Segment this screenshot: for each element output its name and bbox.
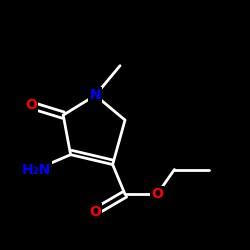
Text: O: O	[90, 204, 101, 218]
Text: O: O	[25, 98, 37, 112]
Text: N: N	[90, 88, 101, 102]
Text: H₂N: H₂N	[22, 162, 50, 176]
Text: O: O	[151, 187, 163, 201]
